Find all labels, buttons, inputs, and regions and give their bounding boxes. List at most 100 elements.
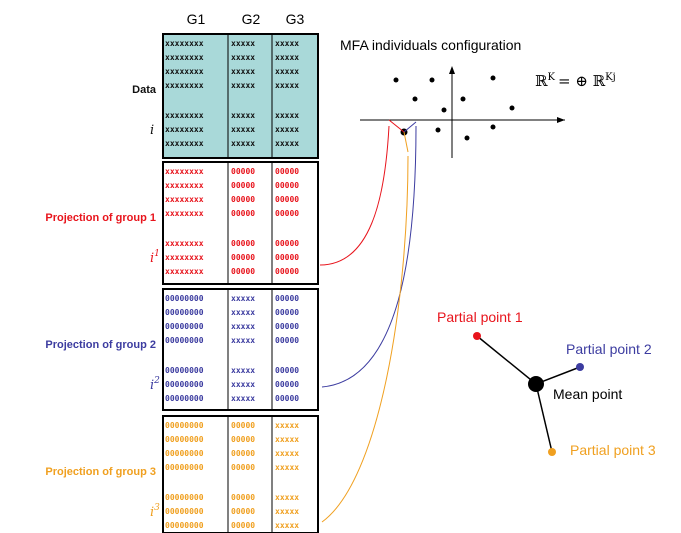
cell: xxxxxxxx	[165, 53, 204, 62]
column-header: G3	[286, 11, 305, 27]
cell: 00000	[231, 253, 255, 262]
cell: 00000000	[165, 435, 204, 444]
point-label: Partial point 2	[566, 341, 652, 357]
cell: 00000000	[165, 521, 204, 530]
index-base: i	[150, 123, 154, 138]
star-arm	[403, 131, 409, 153]
cell: 00000000	[165, 449, 204, 458]
index-label: i1	[150, 249, 160, 266]
cell: xxxxx	[275, 53, 299, 62]
cell: xxxxx	[231, 336, 255, 345]
point	[576, 363, 584, 371]
cell: xxxxx	[275, 421, 299, 430]
cell: xxxxx	[231, 111, 255, 120]
column-header: G2	[242, 11, 261, 27]
cell: 00000000	[165, 308, 204, 317]
cell: 00000	[231, 493, 255, 502]
link-curve	[321, 155, 409, 523]
cell: xxxxx	[275, 111, 299, 120]
index-label: i	[150, 123, 154, 138]
cell: 00000	[275, 294, 299, 303]
cell: xxxxxxxx	[165, 111, 204, 120]
cell: xxxxx	[275, 449, 299, 458]
cell: xxxxx	[231, 394, 255, 403]
cell: xxxxx	[275, 39, 299, 48]
cell: 00000000	[165, 394, 204, 403]
cell: 00000	[231, 435, 255, 444]
cell: xxxxx	[275, 463, 299, 472]
cell: 00000	[231, 267, 255, 276]
block	[162, 415, 319, 533]
formula: ℝK = ⊕ ℝKj	[535, 72, 616, 90]
index-sup: 2	[153, 376, 160, 386]
cell: xxxxx	[231, 294, 255, 303]
cell: 00000	[231, 507, 255, 516]
cell: 00000	[231, 421, 255, 430]
cell: xxxxxxxx	[165, 39, 204, 48]
block	[162, 33, 319, 159]
cell: xxxxx	[231, 380, 255, 389]
cell: 00000	[231, 449, 255, 458]
cell: xxxxxxxx	[165, 267, 204, 276]
link-curve	[319, 125, 390, 266]
point	[548, 448, 556, 456]
cell: xxxxx	[275, 67, 299, 76]
cell: 00000000	[165, 421, 204, 430]
scatter-title: MFA individuals configuration	[340, 37, 521, 53]
index-sup: 3	[154, 503, 160, 513]
cell: 00000	[275, 253, 299, 262]
cell: 00000	[275, 336, 299, 345]
cell: 00000000	[165, 380, 204, 389]
cell: xxxxx	[231, 125, 255, 134]
block-label: Projection of group 1	[45, 212, 156, 224]
cell: 00000000	[165, 507, 204, 516]
cell: 00000000	[165, 493, 204, 502]
cell: xxxxx	[275, 507, 299, 516]
cell: 00000	[231, 239, 255, 248]
cell: xxxxx	[231, 39, 255, 48]
cell: 00000	[275, 394, 299, 403]
cell: 00000	[231, 521, 255, 530]
index-label: i3	[150, 503, 160, 520]
cell: xxxxx	[231, 308, 255, 317]
cell: 00000	[275, 195, 299, 204]
cell: xxxxxxxx	[165, 167, 204, 176]
block	[162, 288, 319, 411]
cell: xxxxx	[231, 139, 255, 148]
link-curve	[321, 125, 417, 388]
cell: xxxxx	[231, 53, 255, 62]
cell: 00000	[231, 463, 255, 472]
cell: xxxxxxxx	[165, 67, 204, 76]
cell: xxxxxxxx	[165, 209, 204, 218]
cell: xxxxx	[231, 81, 255, 90]
cell: 00000	[231, 209, 255, 218]
cell: xxxxx	[231, 67, 255, 76]
cell: 00000000	[165, 336, 204, 345]
cell: 00000	[275, 267, 299, 276]
block-label: Projection of group 3	[45, 466, 156, 478]
cell: xxxxxxxx	[165, 195, 204, 204]
cell: 00000000	[165, 294, 204, 303]
cell: 00000	[275, 380, 299, 389]
cell: 00000	[275, 239, 299, 248]
cell: xxxxx	[275, 521, 299, 530]
star-arm	[403, 121, 417, 133]
cell: 00000	[231, 181, 255, 190]
cell: 00000	[275, 181, 299, 190]
cell: xxxxxxxx	[165, 139, 204, 148]
cell: 00000	[231, 195, 255, 204]
cell: 00000	[275, 366, 299, 375]
block-label: Data	[132, 84, 157, 96]
block-label: Projection of group 2	[45, 339, 156, 351]
cell: 00000000	[165, 322, 204, 331]
cell: xxxxx	[231, 366, 255, 375]
star-arm	[388, 119, 405, 133]
cell: xxxxx	[231, 322, 255, 331]
point-label: Partial point 3	[570, 442, 656, 458]
cell: xxxxxxxx	[165, 239, 204, 248]
cell: 00000	[231, 167, 255, 176]
column-header: G1	[187, 11, 206, 27]
cell: 00000000	[165, 366, 204, 375]
cell: xxxxx	[275, 435, 299, 444]
